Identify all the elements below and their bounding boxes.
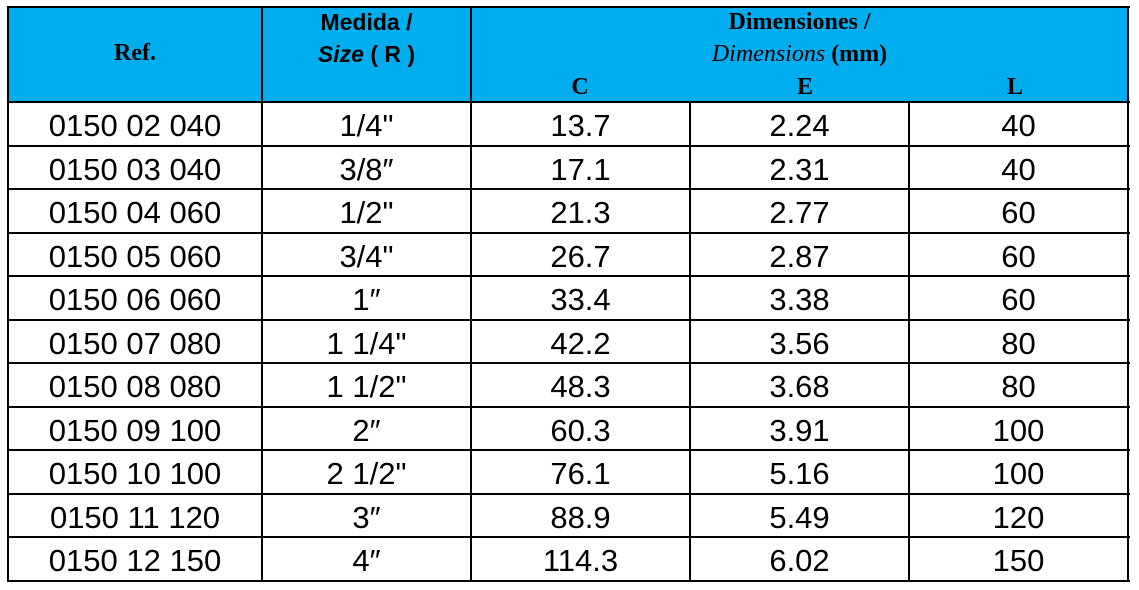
header-sub: C	[571, 74, 589, 100]
row-line	[8, 405, 1130, 408]
table-cell: 3.38	[769, 282, 830, 318]
table-cell: 48.3	[550, 369, 611, 405]
header-dimensions-rest: (mm)	[831, 41, 888, 67]
table-cell: 2.87	[769, 238, 830, 274]
table-cell: 1″	[352, 282, 381, 318]
row-line	[8, 231, 1130, 234]
table-cell: 0150 06 060	[48, 282, 222, 318]
table-cell: 26.7	[550, 238, 611, 274]
column-line	[689, 102, 691, 582]
row-line	[8, 188, 1130, 191]
table-cell: 2 1/2"	[326, 456, 407, 492]
table-cell: 1/2"	[339, 195, 394, 231]
table-cell: 2″	[352, 412, 381, 448]
table-cell: 60	[1001, 238, 1036, 274]
header-background	[8, 7, 1128, 102]
table-cell: 76.1	[550, 456, 611, 492]
table-cell: 40	[1001, 151, 1036, 187]
row-line	[8, 580, 1130, 582]
table-cell: 0150 02 040	[48, 108, 222, 143]
table-cell: 3/8″	[339, 151, 394, 187]
table-cell: 5.49	[769, 499, 830, 535]
table-cell: 1 1/2"	[326, 369, 407, 405]
header-size-rest: ( R )	[370, 41, 416, 67]
row-line	[8, 536, 1130, 539]
column-line	[1127, 6, 1129, 582]
table-cell: 0150 08 080	[48, 369, 222, 405]
table-cell: 150	[992, 543, 1045, 579]
header-dimensiones: Dimensiones /	[728, 9, 871, 35]
header-medida: Medida /	[320, 9, 413, 35]
table-cell: 6.02	[769, 543, 830, 579]
table-cell: 17.1	[550, 151, 611, 187]
column-line	[7, 6, 9, 582]
table-cell: 0150 09 100	[48, 412, 222, 448]
header-dimensions: Dimensions (mm)	[471, 41, 1128, 68]
table-cell: 2.31	[769, 151, 830, 187]
table-cell: 0150 07 080	[48, 325, 222, 361]
table-cell: 100	[992, 412, 1045, 448]
table-cell: 88.9	[550, 499, 611, 535]
table-cell: 0150 11 120	[49, 499, 221, 535]
table-cell: 5.16	[769, 456, 830, 492]
row-line	[8, 492, 1130, 495]
column-line	[470, 6, 472, 582]
table-cell: 3.91	[769, 412, 830, 448]
table-cell: 2.24	[769, 108, 830, 143]
table-cell: 3″	[352, 499, 381, 535]
table-cell: 0150 03 040	[48, 151, 222, 187]
header-ref: Ref.	[114, 40, 156, 66]
table-cell: 60.3	[550, 412, 611, 448]
table-cell: 21.3	[550, 195, 611, 231]
row-line	[8, 362, 1130, 365]
table-cell: 60	[1001, 195, 1036, 231]
table-cell: 1/4"	[339, 108, 394, 143]
row-line	[8, 318, 1130, 321]
table-cell: 3/4"	[339, 238, 394, 274]
table-cell: 40	[1001, 108, 1036, 143]
row-line	[8, 101, 1130, 103]
table-cell: 0150 12 150	[48, 543, 222, 579]
table-cell: 13.7	[550, 108, 611, 143]
table-cell: 120	[992, 499, 1045, 535]
header-sub: L	[1006, 74, 1023, 100]
column-line	[908, 102, 910, 582]
table-cell: 0150 10 100	[48, 456, 222, 492]
header-size-italic: Size	[317, 41, 364, 67]
table-cell: 3.56	[769, 325, 830, 361]
table-cell: 60	[1001, 282, 1036, 318]
table-cell: 0150 04 060	[48, 195, 222, 231]
table-cell: 100	[992, 456, 1045, 492]
table-cell: 4″	[352, 543, 381, 579]
header-dimensions-italic: Dimensions	[711, 41, 826, 67]
border-line	[8, 6, 1130, 8]
row-line	[8, 275, 1130, 278]
table-cell: 80	[1001, 369, 1036, 405]
row-line	[8, 449, 1130, 452]
header-sub: E	[796, 74, 813, 100]
header-size: Size ( R )	[262, 41, 471, 68]
table-cell: 80	[1001, 325, 1036, 361]
column-line	[261, 6, 263, 582]
table-cell: 42.2	[550, 325, 611, 361]
table-cell: 2.77	[769, 195, 830, 231]
table-cell: 114.3	[542, 543, 619, 579]
table-cell: 1 1/4"	[326, 325, 407, 361]
table-cell: 0150 05 060	[48, 238, 222, 274]
table-cell: 3.68	[769, 369, 830, 405]
table-cell: 33.4	[550, 282, 611, 318]
row-line	[8, 144, 1130, 147]
